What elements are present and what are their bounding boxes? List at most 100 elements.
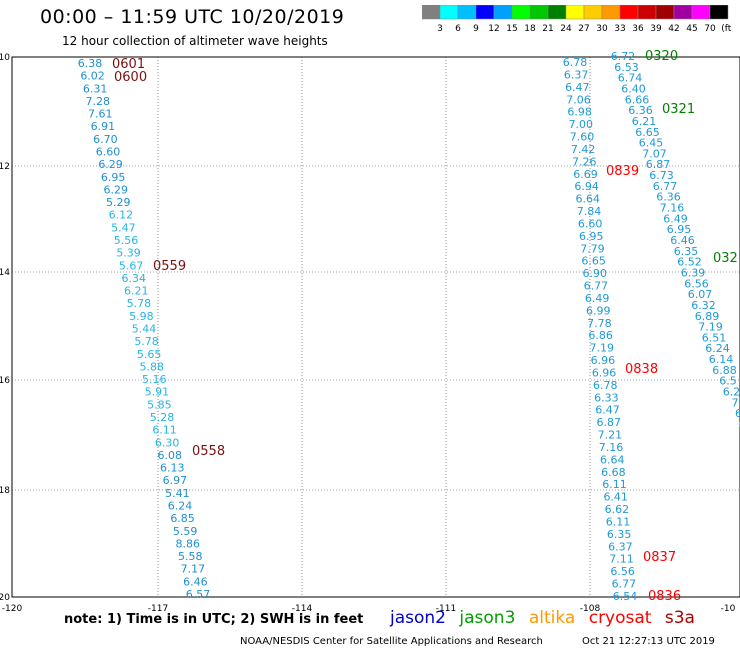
orbit-time-label: 0839 <box>606 164 639 179</box>
wave-height-label: 6.45 <box>639 137 664 150</box>
wave-height-label: 6.49 <box>663 212 688 225</box>
wave-height-label: 5.28 <box>150 411 175 424</box>
legend-label: 3 <box>437 24 443 33</box>
wave-height-label: 6.88 <box>712 364 737 377</box>
wave-height-label: 6.36 <box>628 104 653 117</box>
wave-height-label: 6.40 <box>621 82 646 95</box>
wave-height-label: 6.64 <box>600 453 625 466</box>
wave-height-label: 7.21 <box>598 429 623 442</box>
legend-label: 30 <box>596 24 608 33</box>
wave-height-label: 6.41 <box>603 491 628 504</box>
legend-swatch <box>709 5 729 20</box>
wave-height-label: 6.02 <box>80 70 105 83</box>
wave-height-label: 7.16 <box>660 202 685 215</box>
wave-height-label: 7.61 <box>88 108 113 121</box>
orbit-time-label: 0838 <box>625 362 658 377</box>
x-tick-label: -108 <box>580 604 601 612</box>
wave-height-label: 6.98 <box>567 106 592 119</box>
wave-height-label: 6.54 <box>613 590 638 603</box>
wave-height-label: 6.52 <box>677 256 702 269</box>
wave-height-label: 6.78 <box>563 56 588 69</box>
x-tick-label: -120 <box>2 604 23 612</box>
wave-height-label: 5.78 <box>127 297 152 310</box>
wave-height-label: 6.46 <box>183 575 208 588</box>
wave-height-label: 7.11 <box>609 553 634 566</box>
legend-label: 12 <box>488 24 499 33</box>
wave-height-label: 6.65 <box>581 255 606 268</box>
wave-height-label: 6.90 <box>583 267 608 280</box>
wave-height-label: 5.58 <box>178 550 203 563</box>
legend-label: 18 <box>524 24 536 33</box>
orbit-time-label: 0600 <box>114 70 147 85</box>
wave-height-label: 6 <box>739 418 740 431</box>
wave-height-label: 6.36 <box>656 191 681 204</box>
wave-height-label: 6.78 <box>593 379 618 392</box>
wave-height-label: 6.86 <box>588 329 613 342</box>
y-tick-label: -20 <box>0 593 10 603</box>
wave-height-label: 6.77 <box>612 578 637 591</box>
wave-height-label: 6.31 <box>83 82 108 95</box>
satellite-cryosat: cryosat <box>588 608 652 628</box>
legend-label: 9 <box>473 24 479 33</box>
wave-height-label: 6.95 <box>579 230 604 243</box>
wave-height-label: 8.86 <box>175 537 200 550</box>
wave-height-label: 6.60 <box>578 217 603 230</box>
orbit-time-label: 032 <box>713 251 738 266</box>
satellite-jason3: jason3 <box>459 608 516 628</box>
legend-label: 36 <box>632 24 644 33</box>
x-tick-label: -111 <box>436 604 456 612</box>
wave-height-label: 5.98 <box>129 310 154 323</box>
y-tick-label: -16 <box>0 376 10 386</box>
legend-label: 27 <box>578 24 589 33</box>
wave-height-label: 6.11 <box>606 515 631 528</box>
wave-height-label: 5.39 <box>116 247 141 260</box>
wave-height-map: -120 -117 -114 -111 -108 -10 -10 -12 -14 -16 -18 -2… <box>0 49 740 612</box>
satellite-jason2: jason2 <box>390 608 446 628</box>
x-tick-label: -114 <box>292 604 313 612</box>
orbit-time-label: 0601 <box>112 57 145 72</box>
wave-height-label: 6.87 <box>646 158 671 171</box>
wave-height-label: 5.88 <box>139 360 164 373</box>
wave-height-label: 6.96 <box>592 366 617 379</box>
wave-height-label: 7.84 <box>577 205 602 218</box>
wave-height-label: 6.35 <box>674 245 699 258</box>
wave-height-label: 6.49 <box>585 292 610 305</box>
wave-height-label: 6.70 <box>93 133 118 146</box>
legend-label: 45 <box>686 24 697 33</box>
wave-height-label: 7.07 <box>642 147 667 160</box>
wave-height-label: 6.87 <box>596 416 621 429</box>
orbit-time-label: 0320 <box>645 49 678 64</box>
wave-height-label: 5.41 <box>165 487 190 500</box>
wave-height-label: 7.60 <box>570 131 595 144</box>
y-tick-label: -10 <box>0 53 10 63</box>
wave-height-label: 6.37 <box>608 540 633 553</box>
legend-label: 70 <box>704 24 716 33</box>
wave-height-label: 6.95 <box>667 223 692 236</box>
wave-height-label: 6.5 <box>719 375 737 388</box>
wave-height-label: 6.77 <box>584 280 609 293</box>
legend-label: 33 <box>614 24 625 33</box>
wave-height-label: 6 <box>735 407 740 420</box>
wave-height-label: 7.42 <box>571 143 596 156</box>
wave-height-label: 6.94 <box>574 180 599 193</box>
wave-height-label: 6.2 <box>723 386 740 399</box>
legend-label: 39 <box>650 24 662 33</box>
wave-height-label: 7.78 <box>587 317 612 330</box>
wave-height-label: 6.89 <box>695 310 720 323</box>
wave-height-label: 5.29 <box>106 196 131 209</box>
wave-height-label: 7.79 <box>580 242 605 255</box>
x-tick-label: -117 <box>148 604 168 612</box>
wave-height-label: 6.32 <box>691 299 716 312</box>
legend-label: 42 <box>668 24 679 33</box>
wave-height-label: 7.19 <box>698 321 723 334</box>
wave-height-label: 6.46 <box>670 234 695 247</box>
wave-height-label: 6.30 <box>155 436 180 449</box>
wave-height-label: 6.53 <box>614 61 639 74</box>
wave-height-label: 6.66 <box>625 93 650 106</box>
wave-height-label: 5.85 <box>147 398 172 411</box>
wave-height-label: 6.38 <box>78 57 103 70</box>
y-tick-label: -18 <box>0 486 10 496</box>
wave-height-label: 5.91 <box>145 386 170 399</box>
wave-height-label: 6.29 <box>103 183 128 196</box>
wave-height-label: 6.62 <box>605 503 630 516</box>
